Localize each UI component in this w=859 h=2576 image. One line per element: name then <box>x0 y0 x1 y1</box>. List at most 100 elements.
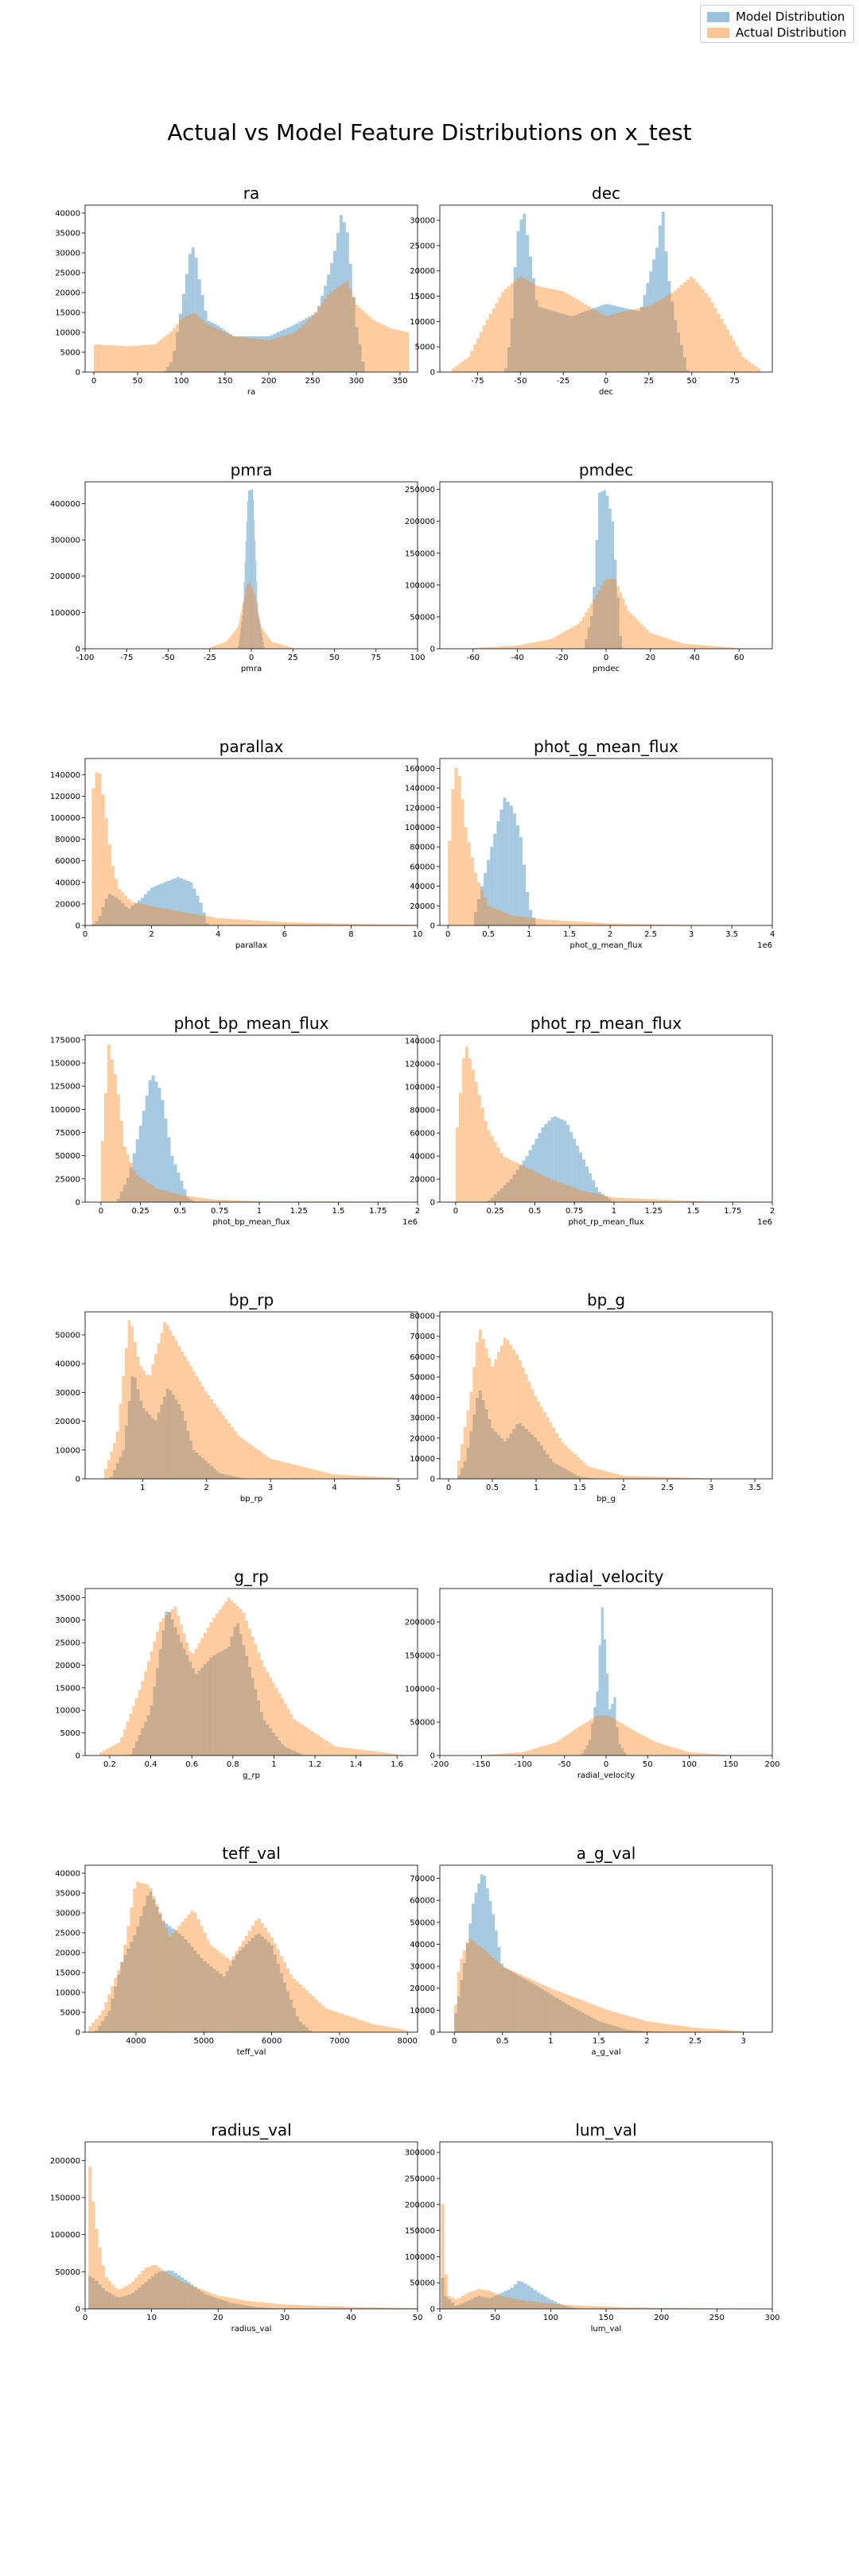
bar-actual <box>236 1606 239 1755</box>
bar-actual <box>154 1353 157 1479</box>
bar-actual <box>606 578 609 649</box>
bar-actual <box>484 898 488 925</box>
bar-actual <box>157 1189 161 1202</box>
bar-actual <box>154 1188 158 1202</box>
bar-actual <box>531 283 535 372</box>
bar-model <box>194 1674 198 1755</box>
bar-model <box>604 2023 608 2032</box>
bar-actual <box>383 325 387 372</box>
bar-actual <box>258 616 260 649</box>
bar-actual <box>295 1981 299 2032</box>
bar-actual <box>295 2305 300 2309</box>
bar-model <box>224 1648 227 1755</box>
bar-model <box>454 2012 457 2032</box>
bar-actual <box>180 1624 183 1755</box>
bar-actual <box>290 922 294 925</box>
x-axis-label: dec <box>599 388 613 397</box>
bar-actual <box>226 333 230 372</box>
bar-actual <box>337 1747 341 1755</box>
bar-model <box>137 900 141 925</box>
bar-model <box>560 1119 564 1202</box>
bar-actual <box>523 644 527 649</box>
bar-actual <box>665 1476 669 1479</box>
bar-model <box>521 1426 525 1479</box>
bar-actual <box>221 1200 225 1202</box>
bar-actual <box>197 1643 201 1755</box>
bar-actual <box>253 2302 257 2309</box>
bar-model <box>496 821 500 925</box>
bar-model <box>593 308 597 372</box>
bar-model <box>493 1194 497 1202</box>
bar-actual <box>652 303 656 372</box>
bar-actual <box>309 2305 313 2309</box>
bar-model <box>457 1475 461 1479</box>
bar-actual <box>259 2302 263 2309</box>
bar-actual <box>692 278 696 372</box>
bar-actual <box>460 1959 464 2032</box>
bar-model <box>160 883 164 925</box>
x-tick-label: 0.5 <box>173 1207 186 1216</box>
bar-actual <box>138 1177 142 1202</box>
legend-label-actual: Actual Distribution <box>736 25 847 40</box>
bar-actual <box>321 2005 325 2032</box>
bar-actual <box>153 1641 157 1755</box>
bar-actual <box>305 1727 308 1755</box>
x-tick-label: 150 <box>723 1760 738 1769</box>
bar-model <box>193 1950 197 2032</box>
bar-actual <box>734 2030 738 2032</box>
bar-actual <box>120 1737 123 1755</box>
bar-actual <box>150 344 154 372</box>
bar-actual <box>298 1723 302 1755</box>
bar-actual <box>515 646 519 649</box>
bar-actual <box>209 647 211 649</box>
bar-actual <box>717 646 721 649</box>
bar-actual <box>216 1406 220 1479</box>
bar-actual <box>401 2307 405 2309</box>
x-tick-label: 1.5 <box>593 2037 605 2046</box>
bar-actual <box>618 312 622 372</box>
bar-actual <box>173 910 177 925</box>
bar-model <box>183 1189 187 1202</box>
x-tick-label: 5000 <box>194 2037 214 2046</box>
bar-actual <box>360 1476 363 1479</box>
bar-actual <box>183 1356 187 1479</box>
bar-actual <box>667 638 670 649</box>
bar-actual <box>252 588 254 649</box>
y-tick-label: 70000 <box>410 1333 435 1341</box>
bar-actual <box>209 1945 213 2032</box>
bar-model <box>108 2293 112 2309</box>
bar-model <box>241 621 243 649</box>
bar-actual <box>458 1092 462 1202</box>
bar-actual <box>611 578 615 649</box>
axes-frame <box>84 1864 418 2033</box>
bar-model <box>539 1445 543 1479</box>
bar-actual <box>293 1719 296 1755</box>
bar-actual <box>380 1476 384 1479</box>
bar-model <box>608 305 612 372</box>
x-tick-label: 3 <box>709 1484 713 1492</box>
x-tick-label: 0 <box>445 930 450 939</box>
bar-actual <box>219 644 220 649</box>
bar-actual <box>585 1191 589 1202</box>
bar-actual <box>122 1375 125 1479</box>
bar-actual <box>225 918 229 925</box>
bar-actual <box>160 339 164 372</box>
bar-actual <box>126 1721 130 1755</box>
y-tick-label: 20000 <box>410 1176 435 1185</box>
bar-actual <box>504 289 507 372</box>
bar-actual <box>509 1344 513 1479</box>
bar-actual <box>210 1399 213 1479</box>
bar-actual <box>736 648 740 649</box>
bar-actual <box>642 1198 646 1202</box>
bar-model <box>218 1651 222 1755</box>
bar-model <box>226 2302 231 2309</box>
bar-model <box>204 310 208 372</box>
bar-model <box>91 2278 95 2309</box>
bar-model <box>589 1478 593 1479</box>
bar-actual <box>613 1473 617 1479</box>
bar-actual <box>528 1169 532 1202</box>
bar-model <box>165 1923 169 2032</box>
bar-model <box>169 879 173 925</box>
bar-model <box>170 2271 174 2309</box>
x-tick-label: 60 <box>734 654 744 662</box>
